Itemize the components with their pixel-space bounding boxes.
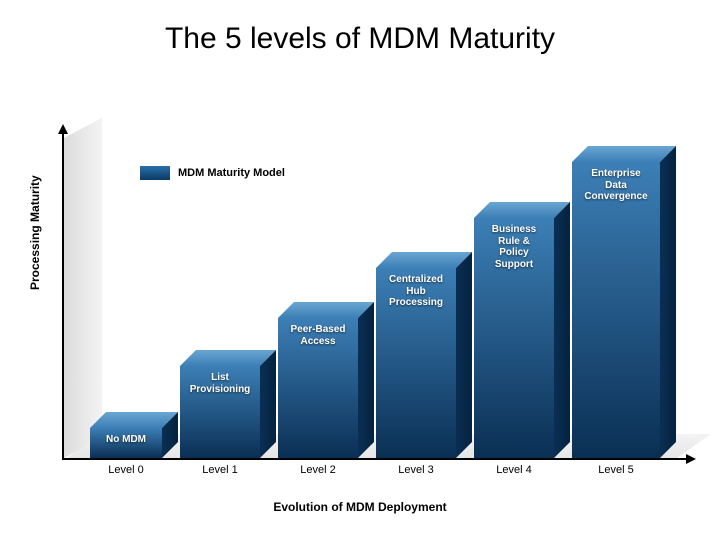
bar-label: BusinessRule &PolicySupport [489, 224, 539, 270]
x-label: Level 3 [398, 464, 433, 476]
x-labels: Level 0 Level 1 Level 2 Level 3 Level 4 Level… [62, 464, 682, 484]
page-title: The 5 levels of MDM Maturity [0, 22, 720, 56]
bar-label: No MDM [103, 434, 149, 446]
chart-wall [64, 118, 102, 458]
legend-label: MDM Maturity Model [178, 167, 285, 179]
y-axis [62, 130, 64, 460]
bar-label: CentralizedHubProcessing [386, 274, 446, 309]
bar-label: ListProvisioning [187, 372, 254, 395]
x-axis [62, 458, 690, 460]
x-label: Level 1 [202, 464, 237, 476]
y-axis-title: Processing Maturity [28, 175, 42, 290]
x-label: Level 2 [300, 464, 335, 476]
x-axis-title: Evolution of MDM Deployment [0, 500, 720, 514]
x-label: Level 0 [108, 464, 143, 476]
x-label: Level 5 [598, 464, 633, 476]
legend-swatch [140, 166, 170, 180]
x-axis-arrow-icon [686, 454, 696, 464]
legend: MDM Maturity Model [140, 166, 285, 180]
bar-label: EnterpriseDataConvergence [581, 168, 650, 203]
x-label: Level 4 [496, 464, 531, 476]
y-axis-arrow-icon [58, 124, 68, 134]
bar-label: Peer-BasedAccess [287, 324, 348, 347]
